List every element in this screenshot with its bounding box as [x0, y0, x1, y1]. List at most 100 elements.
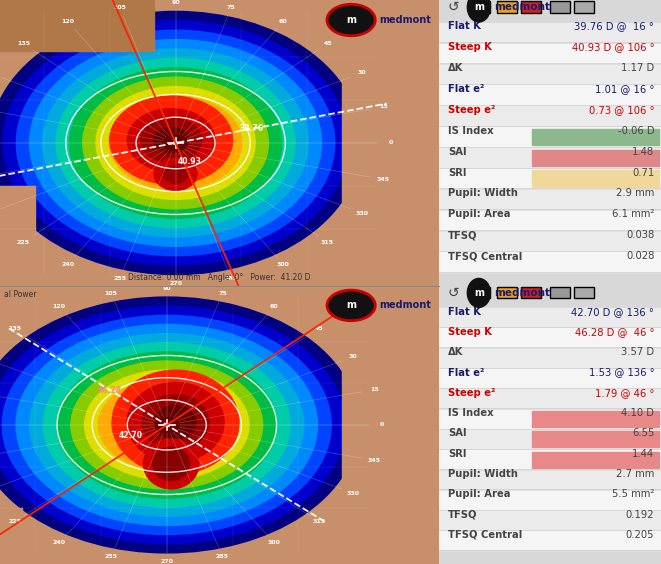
Text: 3.57 D: 3.57 D	[621, 347, 654, 357]
Ellipse shape	[110, 96, 233, 184]
Text: 135: 135	[17, 41, 30, 46]
Bar	[439, 65, 661, 84]
Ellipse shape	[122, 105, 229, 180]
Ellipse shape	[149, 124, 202, 162]
Text: al Power: al Power	[5, 290, 37, 299]
Bar	[439, 470, 661, 490]
Bar	[439, 148, 661, 168]
Bar	[439, 328, 661, 347]
Text: Steep e²: Steep e²	[447, 388, 495, 398]
Text: 1.48: 1.48	[632, 147, 654, 157]
Text: 46.28 D @  46 °: 46.28 D @ 46 °	[574, 327, 654, 337]
Ellipse shape	[153, 127, 189, 153]
Text: 4.10 D: 4.10 D	[621, 408, 654, 418]
Text: 300: 300	[277, 262, 290, 267]
Text: 40.93 D @ 106 °: 40.93 D @ 106 °	[572, 42, 654, 52]
Ellipse shape	[154, 158, 197, 191]
Bar	[439, 232, 661, 251]
Text: SAI: SAI	[447, 147, 467, 157]
Text: 315: 315	[312, 519, 325, 524]
Circle shape	[467, 0, 490, 22]
Ellipse shape	[142, 395, 209, 450]
Text: 1.17 D: 1.17 D	[621, 63, 654, 73]
Bar	[439, 369, 661, 388]
Text: 75: 75	[218, 291, 227, 296]
Bar	[439, 430, 661, 449]
Text: 240: 240	[61, 262, 75, 267]
Bar	[532, 129, 659, 146]
Text: ΔK: ΔK	[447, 347, 463, 357]
Text: medmont: medmont	[494, 2, 551, 12]
Ellipse shape	[140, 118, 202, 162]
Text: 6.1 mm²: 6.1 mm²	[612, 209, 654, 219]
Text: 225: 225	[17, 240, 30, 245]
FancyBboxPatch shape	[550, 287, 570, 298]
Text: 0.192: 0.192	[626, 510, 654, 519]
Text: 225: 225	[8, 519, 21, 524]
Text: 300: 300	[268, 540, 281, 545]
Text: IS Index: IS Index	[447, 126, 493, 136]
Bar	[439, 169, 661, 188]
Text: TFSQ Central: TFSQ Central	[447, 530, 522, 540]
Text: 120: 120	[61, 19, 75, 24]
Ellipse shape	[43, 49, 308, 237]
Bar	[439, 253, 661, 272]
Text: 15: 15	[379, 104, 387, 109]
Bar	[532, 411, 659, 427]
Ellipse shape	[98, 380, 235, 470]
Text: 270: 270	[160, 559, 173, 564]
Ellipse shape	[127, 382, 224, 462]
Ellipse shape	[83, 77, 268, 209]
Ellipse shape	[143, 439, 199, 489]
Text: 0: 0	[379, 422, 384, 428]
Text: 15: 15	[370, 387, 379, 392]
Text: 30: 30	[349, 354, 358, 359]
Text: 285: 285	[216, 554, 229, 559]
Ellipse shape	[56, 59, 295, 227]
Text: m: m	[346, 301, 356, 310]
Bar	[439, 107, 661, 126]
FancyBboxPatch shape	[574, 2, 594, 13]
Bar	[439, 308, 661, 327]
Bar	[0, 0, 153, 51]
Ellipse shape	[44, 343, 290, 507]
Text: 0.038: 0.038	[626, 230, 654, 240]
Bar	[0, 508, 22, 564]
Text: 255: 255	[104, 554, 118, 559]
Bar	[532, 170, 659, 187]
Text: medmont: medmont	[379, 15, 432, 25]
Bar	[439, 511, 661, 530]
Text: ↺: ↺	[447, 286, 459, 300]
Bar	[439, 389, 661, 408]
Text: Pupil: Width: Pupil: Width	[447, 469, 518, 479]
Text: Pupil: Width: Pupil: Width	[447, 188, 518, 199]
Text: IS Index: IS Index	[447, 408, 493, 418]
Text: ΔK: ΔK	[447, 63, 463, 73]
Bar	[439, 211, 661, 230]
FancyBboxPatch shape	[470, 2, 490, 13]
Circle shape	[467, 279, 490, 307]
FancyBboxPatch shape	[496, 2, 517, 13]
Text: 42.70: 42.70	[118, 430, 142, 439]
Text: 60: 60	[270, 305, 279, 310]
Text: 345: 345	[377, 177, 390, 182]
FancyBboxPatch shape	[521, 287, 541, 298]
Text: 45: 45	[315, 326, 323, 331]
Ellipse shape	[69, 68, 282, 218]
Text: 0.028: 0.028	[626, 251, 654, 261]
Bar	[439, 450, 661, 469]
Text: Steep e²: Steep e²	[447, 105, 495, 115]
Text: medmont: medmont	[494, 288, 551, 298]
Ellipse shape	[30, 39, 321, 246]
Ellipse shape	[136, 115, 215, 171]
Ellipse shape	[128, 109, 215, 171]
Bar	[0, 558, 439, 564]
Bar	[439, 127, 661, 147]
Bar	[439, 86, 661, 105]
Text: 255: 255	[113, 276, 126, 281]
Text: 39.76: 39.76	[239, 124, 264, 133]
Text: m: m	[346, 15, 356, 25]
Ellipse shape	[71, 361, 262, 489]
Circle shape	[327, 290, 375, 321]
Text: Pupil: Area: Pupil: Area	[447, 490, 510, 499]
